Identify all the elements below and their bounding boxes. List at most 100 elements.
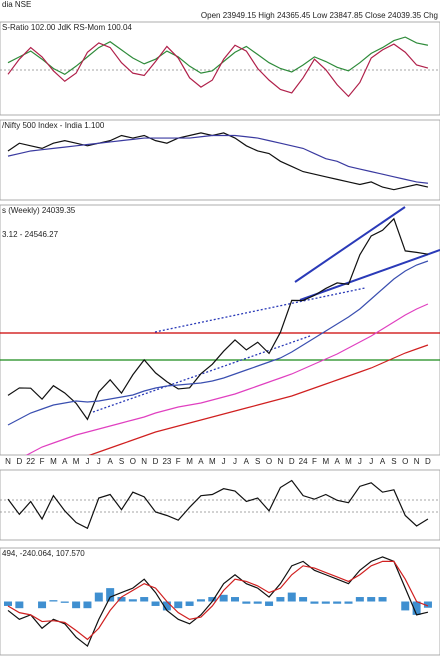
x-tick-label: M	[322, 457, 329, 466]
histogram-bar	[4, 601, 12, 606]
x-tick-label: M	[186, 457, 193, 466]
x-tick-label: F	[312, 457, 317, 466]
histogram-bar	[196, 599, 205, 602]
x-tick-label: A	[107, 457, 113, 466]
histogram-bar	[174, 601, 183, 609]
x-tick-label: M	[345, 457, 352, 466]
histogram-bar	[287, 592, 296, 602]
x-tick-label: A	[334, 457, 340, 466]
histogram-bar	[333, 601, 342, 604]
x-tick-label: O	[130, 457, 136, 466]
x-tick-label: J	[85, 457, 89, 466]
panel-title: S-Ratio 102.00 JdK RS-Mom 100.04	[2, 23, 132, 32]
histogram-bar	[49, 600, 58, 602]
series-line	[7, 132, 429, 191]
x-tick-label: O	[266, 457, 272, 466]
histogram-bar	[310, 601, 319, 604]
x-tick-label: F	[40, 457, 45, 466]
x-tick-label: J	[358, 457, 362, 466]
histogram-bar	[185, 601, 194, 606]
histogram-bar	[265, 601, 274, 606]
x-tick-label: D	[16, 457, 22, 466]
series-line	[25, 303, 429, 455]
panel-frame	[0, 204, 440, 456]
series-line	[7, 479, 429, 530]
panel-frame	[0, 21, 440, 116]
x-tick-label: N	[5, 457, 11, 466]
x-tick-label: A	[380, 457, 386, 466]
x-tick-label: A	[62, 457, 68, 466]
x-tick-label: 24	[299, 457, 308, 466]
histogram-bar	[128, 599, 137, 602]
histogram-bar	[321, 601, 330, 604]
histogram-bar	[276, 597, 285, 602]
trend-line	[294, 206, 406, 283]
series-line	[88, 344, 429, 455]
x-tick-label: A	[198, 457, 204, 466]
x-tick-label: D	[425, 457, 431, 466]
series-line	[7, 260, 429, 426]
histogram-bar	[83, 601, 92, 609]
x-tick-label: S	[119, 457, 124, 466]
trend-line	[154, 287, 366, 333]
series-line	[7, 36, 429, 76]
panel	[4, 556, 432, 648]
histogram-bar	[162, 601, 171, 611]
histogram-bar	[299, 597, 308, 602]
trend-line	[299, 249, 440, 301]
x-tick-label: A	[244, 457, 250, 466]
panel	[7, 132, 429, 191]
header-right: Open 23949.15 High 24365.45 Low 23847.85…	[201, 11, 438, 20]
histogram-bar	[367, 597, 376, 602]
header-left: dia NSE	[2, 0, 31, 9]
x-tick-label: O	[402, 457, 408, 466]
x-tick-label: N	[141, 457, 147, 466]
x-tick-label: F	[176, 457, 181, 466]
series-line	[7, 217, 429, 421]
histogram-bar	[219, 594, 228, 602]
histogram-bar	[140, 597, 149, 602]
x-tick-label: J	[233, 457, 237, 466]
series-line	[7, 556, 429, 648]
histogram-bar	[94, 592, 103, 602]
series-line	[7, 134, 429, 184]
histogram-bar	[151, 601, 160, 606]
histogram-bar	[38, 601, 47, 609]
histogram-bar	[412, 601, 421, 615]
histogram-bar	[401, 601, 410, 611]
histogram-bar	[378, 597, 387, 602]
histogram-bar	[208, 597, 217, 602]
x-tick-label: J	[97, 457, 101, 466]
panel-title: s (Weekly) 24039.35	[2, 206, 76, 215]
x-tick-label: 22	[26, 457, 35, 466]
histogram-bar	[15, 601, 24, 609]
x-tick-label: 23	[162, 457, 171, 466]
histogram-bar	[344, 601, 353, 604]
histogram-bar	[355, 597, 364, 602]
histogram-bar	[253, 601, 262, 604]
x-tick-label: D	[289, 457, 295, 466]
panel	[7, 36, 429, 98]
series-line	[7, 560, 429, 641]
panel-frame	[0, 469, 440, 541]
x-tick-label: S	[255, 457, 260, 466]
panel-title: 494, -240.064, 107.570	[2, 549, 85, 558]
panel-frame	[0, 119, 440, 201]
histogram-bar	[423, 601, 432, 608]
panel	[7, 217, 429, 455]
histogram-bar	[60, 601, 69, 603]
histogram-bar	[117, 597, 126, 602]
x-tick-label: N	[414, 457, 420, 466]
panel-subtitle: 3.12 - 24546.27	[2, 230, 59, 239]
x-tick-label: M	[73, 457, 80, 466]
x-tick-label: M	[50, 457, 57, 466]
panel-title: /Nifty 500 Index - India 1.100	[2, 121, 105, 130]
histogram-bar	[231, 597, 239, 602]
x-tick-label: S	[391, 457, 396, 466]
series-line	[7, 42, 429, 98]
x-tick-label: N	[278, 457, 284, 466]
x-tick-label: D	[153, 457, 159, 466]
x-tick-label: M	[209, 457, 216, 466]
